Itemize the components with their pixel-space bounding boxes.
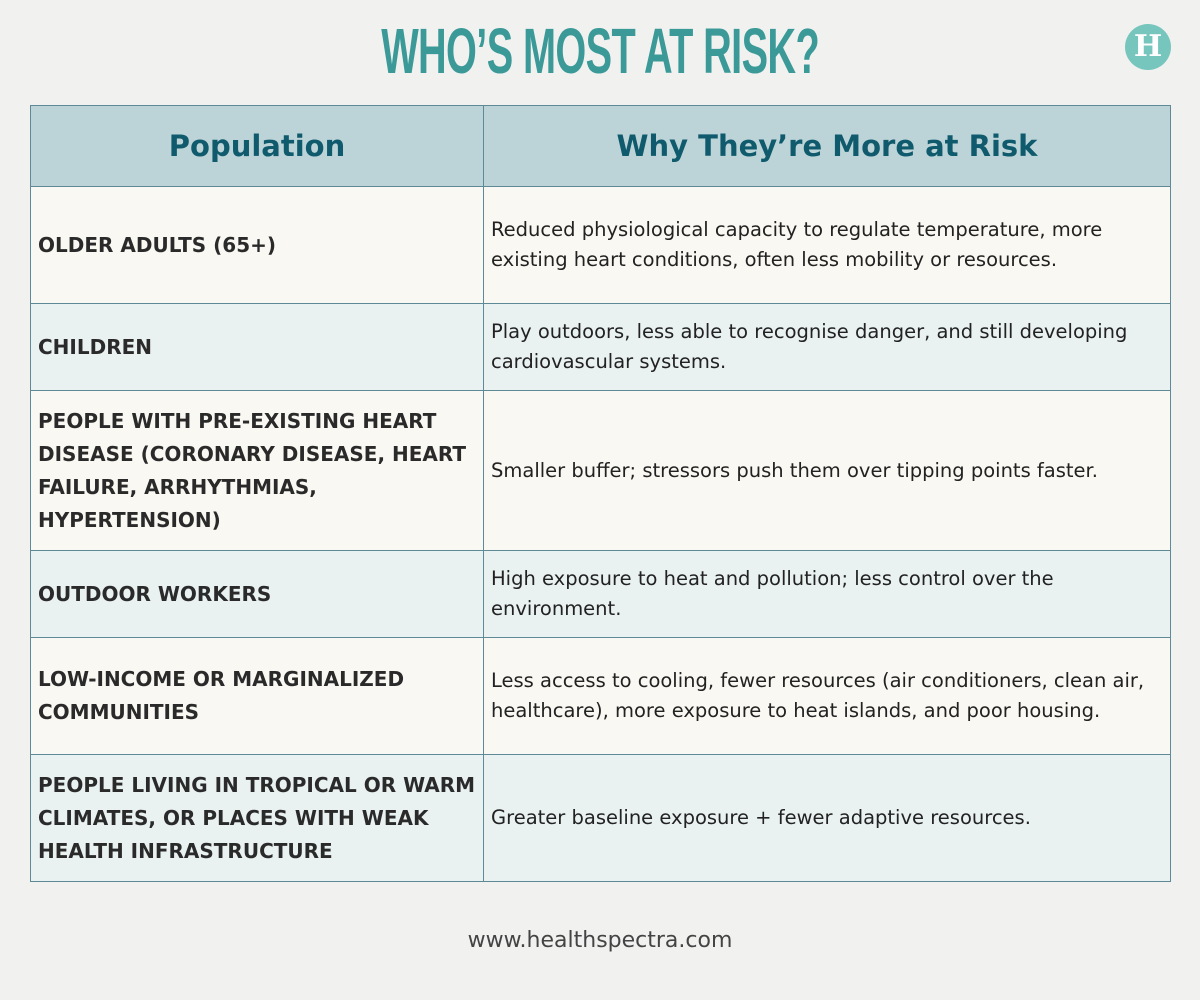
page-title: WHO’S MOST AT RISK? <box>0 14 1200 88</box>
healthspectra-logo-icon: H <box>1125 24 1171 70</box>
table-row: Outdoor workers High exposure to heat an… <box>30 550 1171 638</box>
reason-cell: Smaller buffer; stressors push them over… <box>483 390 1171 551</box>
reason-cell: Less access to cooling, fewer resources … <box>483 637 1171 755</box>
table-row: People living in tropical or warm climat… <box>30 754 1171 882</box>
reason-cell: Play outdoors, less able to recognise da… <box>483 303 1171 391</box>
reason-cell: High exposure to heat and pollution; les… <box>483 550 1171 638</box>
header-reason: Why They’re More at Risk <box>483 105 1171 187</box>
risk-table: Population Why They’re More at Risk Olde… <box>30 105 1171 882</box>
table-row: Low-income or marginalized communities L… <box>30 637 1171 755</box>
population-cell: People with pre-existing heart disease (… <box>30 390 484 551</box>
population-cell: Older adults (65+) <box>30 186 484 304</box>
table-row: Children Play outdoors, less able to rec… <box>30 303 1171 391</box>
table-row: People with pre-existing heart disease (… <box>30 390 1171 551</box>
reason-cell: Greater baseline exposure + fewer adapti… <box>483 754 1171 882</box>
table-row: Older adults (65+) Reduced physiological… <box>30 186 1171 304</box>
reason-cell: Reduced physiological capacity to regula… <box>483 186 1171 304</box>
header-population: Population <box>30 105 484 187</box>
table-header-row: Population Why They’re More at Risk <box>30 105 1171 187</box>
title-text: WHO’S MOST AT RISK? <box>381 15 820 87</box>
population-cell: People living in tropical or warm climat… <box>30 754 484 882</box>
population-cell: Children <box>30 303 484 391</box>
population-cell: Outdoor workers <box>30 550 484 638</box>
footer-website: www.healthspectra.com <box>467 928 733 953</box>
population-cell: Low-income or marginalized communities <box>30 637 484 755</box>
